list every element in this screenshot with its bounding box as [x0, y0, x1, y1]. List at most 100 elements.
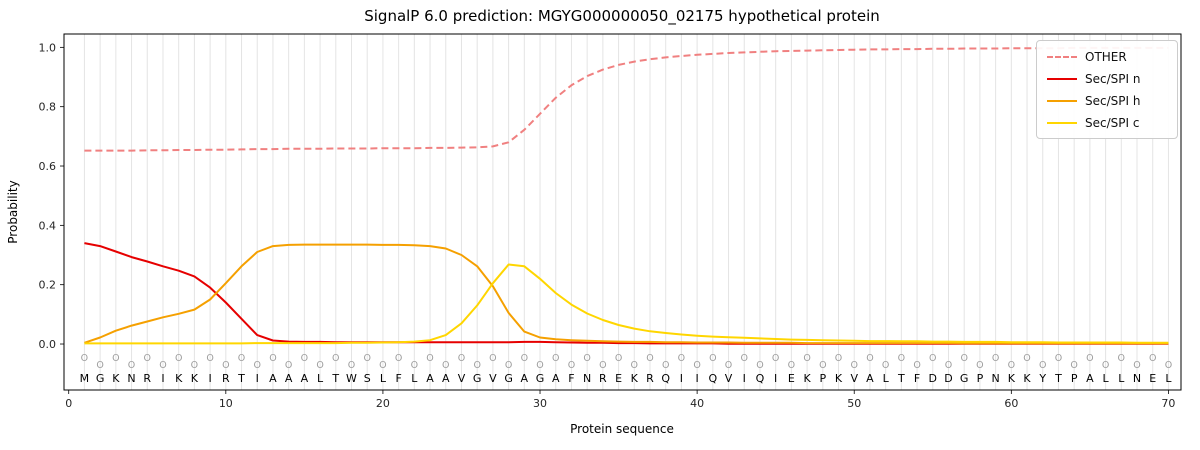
residue-letter: Q [661, 372, 670, 385]
position-marker: O [929, 353, 936, 364]
legend-label: Sec/SPI c [1085, 115, 1140, 130]
residue-letter: L [1118, 372, 1125, 385]
position-marker: O [536, 360, 543, 371]
position-marker: O [850, 360, 857, 371]
position-marker: O [348, 360, 355, 371]
y-axis-label: Probability [6, 180, 20, 243]
y-tick-label: 0.8 [39, 101, 57, 114]
position-marker: O [772, 353, 779, 364]
legend-item-sec-spi-c: Sec/SPI c [1047, 114, 1167, 131]
residue-letter: E [1149, 372, 1156, 385]
residue-letter: S [364, 372, 371, 385]
position-marker: O [128, 360, 135, 371]
residue-letter: I [743, 372, 746, 385]
position-marker: O [646, 353, 653, 364]
position-marker: O [363, 353, 370, 364]
sequence-row: OMOGOKONOROIOKOKOIOROTOIOAOAOAOLOTOWOSOL… [80, 353, 1173, 385]
legend-label: OTHER [1085, 49, 1127, 64]
position-marker: O [473, 360, 480, 371]
residue-letter: A [552, 372, 560, 385]
position-marker: O [395, 353, 402, 364]
position-marker: O [332, 353, 339, 364]
residue-letter: N [1133, 372, 1141, 385]
position-marker: O [1133, 360, 1140, 371]
position-marker: O [144, 353, 151, 364]
position-marker: O [1023, 353, 1030, 364]
x-tick-label: 30 [533, 397, 547, 410]
x-tick-label: 0 [65, 397, 72, 410]
residue-letter: V [850, 372, 858, 385]
position-marker: O [253, 360, 260, 371]
position-marker: O [835, 353, 842, 364]
residue-letter: L [1165, 372, 1172, 385]
residue-letter: T [1054, 372, 1062, 385]
position-marker: O [411, 360, 418, 371]
x-axis-label: Protein sequence [570, 422, 674, 436]
position-marker: O [662, 360, 669, 371]
residue-letter: F [914, 372, 920, 385]
residue-letter: K [1008, 372, 1016, 385]
residue-letter: Q [756, 372, 765, 385]
position-marker: O [81, 353, 88, 364]
legend-item-sec-spi-h: Sec/SPI h [1047, 92, 1167, 109]
legend-line-sample-c [1047, 121, 1077, 124]
position-marker: O [1165, 360, 1172, 371]
position-marker: O [159, 360, 166, 371]
residue-letter: V [725, 372, 733, 385]
residue-letter: F [395, 372, 401, 385]
residue-letter: K [191, 372, 199, 385]
position-marker: O [1055, 353, 1062, 364]
position-marker: O [316, 360, 323, 371]
position-marker: O [756, 360, 763, 371]
position-marker: O [788, 360, 795, 371]
residue-letter: A [1086, 372, 1094, 385]
residue-letter: G [960, 372, 969, 385]
residue-letter: T [331, 372, 339, 385]
residue-letter: A [285, 372, 293, 385]
legend-item-sec-spi-n: Sec/SPI n [1047, 70, 1167, 87]
residue-letter: A [521, 372, 529, 385]
position-marker: O [1149, 353, 1156, 364]
series-line-other [84, 46, 1169, 152]
position-marker: O [458, 353, 465, 364]
axis-ticks: 0 10 20 30 40 50 60 70 0.0 0.2 0.4 0.6 0.8 1.0 [39, 41, 1176, 410]
position-marker: O [945, 360, 952, 371]
residue-letter: P [1071, 372, 1078, 385]
x-tick-label: 10 [219, 397, 233, 410]
residue-letter: V [458, 372, 466, 385]
position-marker: O [521, 353, 528, 364]
position-marker: O [175, 353, 182, 364]
residue-letter: K [1023, 372, 1031, 385]
legend-label: Sec/SPI n [1085, 71, 1141, 86]
y-tick-label: 0.4 [39, 219, 57, 232]
residue-letter: R [222, 372, 230, 385]
y-tick-label: 0.2 [39, 279, 57, 292]
residue-letter: I [161, 372, 164, 385]
residue-letter: I [774, 372, 777, 385]
residue-letter: R [646, 372, 654, 385]
residue-letter: Q [708, 372, 717, 385]
residue-letter: I [256, 372, 259, 385]
gridlines [83, 34, 1169, 390]
position-marker: O [238, 353, 245, 364]
position-marker: O [1118, 353, 1125, 364]
residue-letter: R [143, 372, 151, 385]
residue-letter: G [473, 372, 482, 385]
x-tick-label: 50 [847, 397, 861, 410]
position-marker: O [583, 353, 590, 364]
residue-letter: G [504, 372, 513, 385]
residue-letter: A [301, 372, 309, 385]
position-marker: O [1008, 360, 1015, 371]
position-marker: O [882, 360, 889, 371]
residue-letter: T [897, 372, 905, 385]
residue-letter: T [237, 372, 245, 385]
residue-letter: E [788, 372, 795, 385]
residue-letter: N [583, 372, 591, 385]
position-marker: O [489, 353, 496, 364]
position-marker: O [1102, 360, 1109, 371]
position-marker: O [96, 360, 103, 371]
residue-letter: A [866, 372, 874, 385]
y-tick-label: 1.0 [39, 41, 57, 54]
residue-letter: R [599, 372, 607, 385]
residue-letter: E [615, 372, 622, 385]
